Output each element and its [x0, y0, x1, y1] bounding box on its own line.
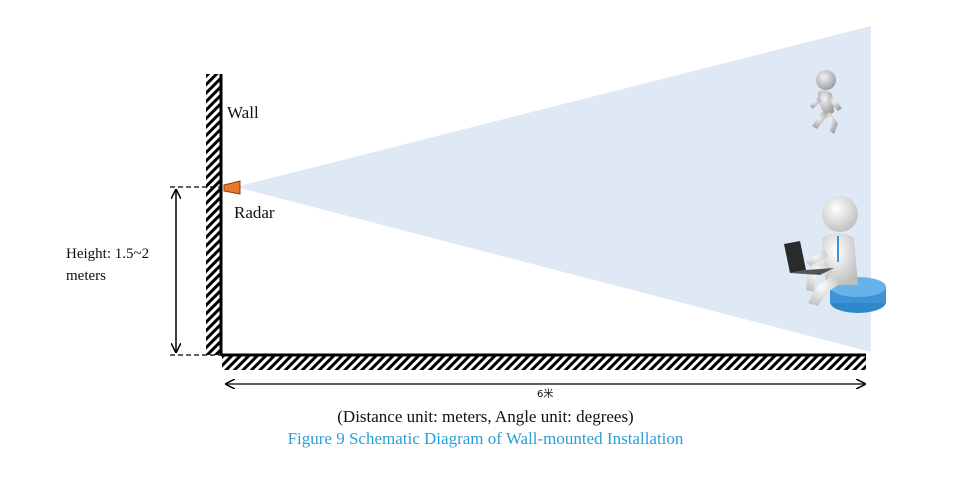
distance-label: 6米: [537, 389, 554, 400]
height-label-line2: meters: [66, 268, 106, 284]
height-label-line1: Height: 1.5~2: [66, 246, 150, 262]
seated-person-with-laptop-icon: [784, 196, 886, 313]
caption-units: (Distance unit: meters, Angle unit: degr…: [337, 407, 634, 426]
radar-beam: [236, 26, 871, 352]
radar-device: [223, 180, 241, 195]
radar-label: Radar: [234, 203, 275, 222]
floor-hatching: [222, 356, 866, 370]
figure-caption: Figure 9 Schematic Diagram of Wall-mount…: [287, 429, 684, 448]
wall-label: Wall: [227, 103, 259, 122]
walking-person-icon: [810, 70, 842, 134]
wall-hatching: [206, 74, 220, 355]
